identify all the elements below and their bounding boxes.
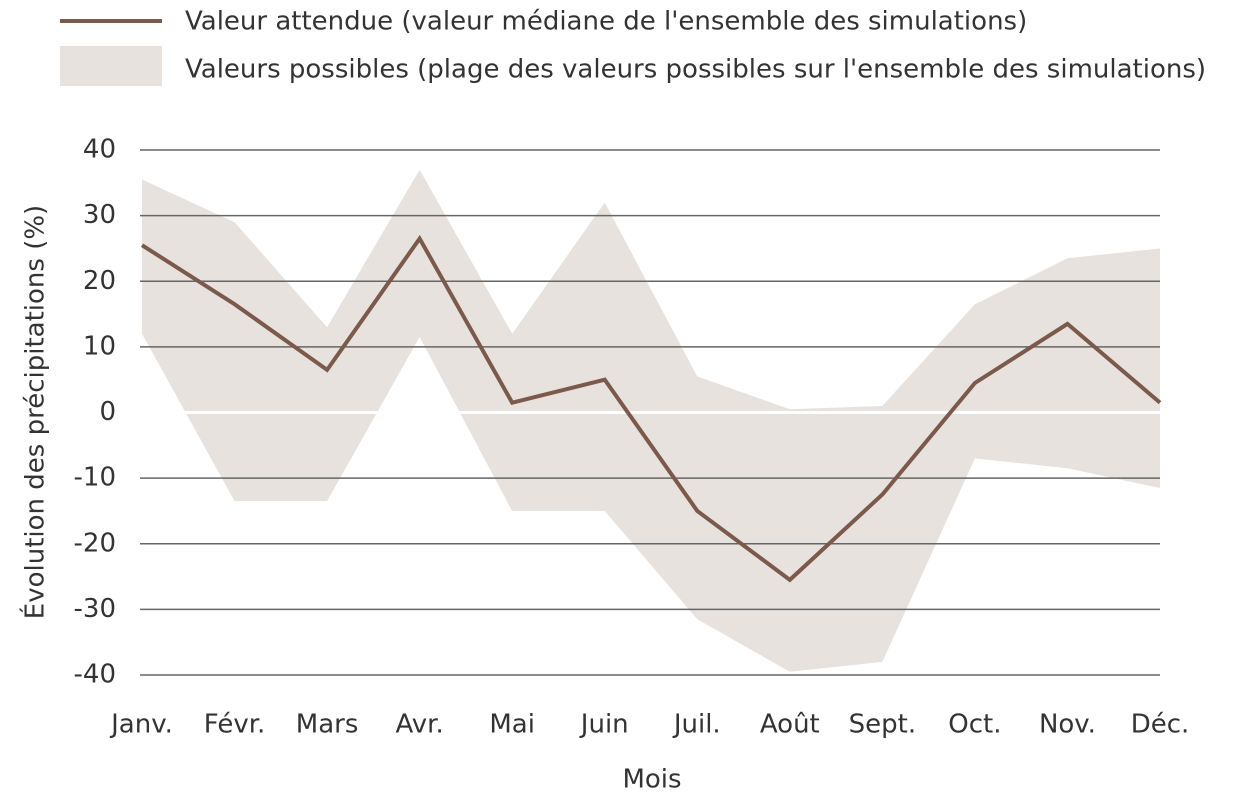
range-band: [142, 169, 1160, 672]
y-tick-label: 0: [99, 397, 116, 427]
y-tick-label: -30: [74, 594, 116, 624]
y-tick-label: 10: [83, 331, 116, 361]
x-tick-label: Mars: [296, 710, 359, 740]
x-tick-label: Juil.: [672, 710, 721, 740]
legend-label: Valeurs possibles (plage des valeurs pos…: [185, 55, 1206, 85]
x-tick-label: Avr.: [396, 710, 444, 740]
x-tick-label: Nov.: [1039, 710, 1096, 740]
y-tick-label: -20: [74, 528, 116, 558]
x-tick-label: Févr.: [204, 710, 265, 740]
y-tick-label: 20: [83, 266, 116, 296]
x-axis-label: Mois: [622, 765, 681, 795]
y-tick-label: 40: [83, 135, 116, 165]
x-tick-label: Déc.: [1131, 710, 1190, 740]
y-tick-label: -40: [74, 660, 116, 690]
x-tick-label: Sept.: [849, 710, 916, 740]
legend-swatch: [60, 46, 162, 86]
y-tick-label: -10: [74, 463, 116, 493]
x-tick-label: Oct.: [948, 710, 1001, 740]
y-axis-label: Évolution des précipitations (%): [19, 205, 51, 619]
x-tick-label: Juin: [579, 710, 629, 740]
legend-label: Valeur attendue (valeur médiane de l'ens…: [185, 7, 1027, 37]
median-line: [140, 234, 1162, 583]
y-tick-label: 30: [83, 200, 116, 230]
x-tick-label: Janv.: [109, 710, 173, 740]
x-tick-label: Mai: [489, 710, 535, 740]
x-tick-label: Août: [760, 710, 820, 740]
